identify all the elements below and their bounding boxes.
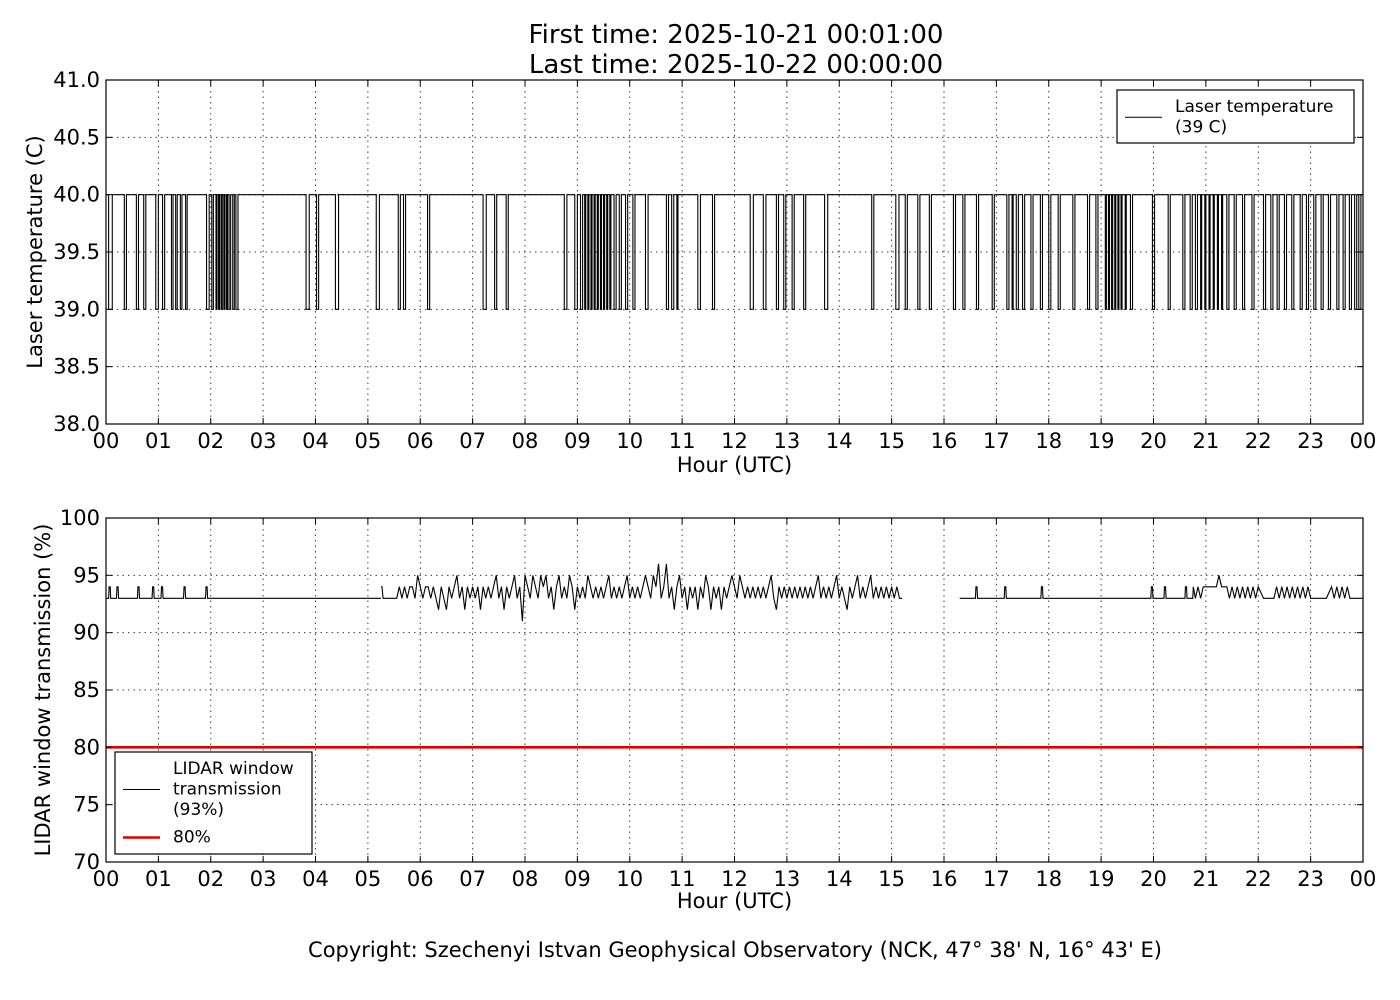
x-tick-label: 01 xyxy=(145,867,172,891)
x-tick-label: 21 xyxy=(1193,429,1220,453)
x-tick-label: 09 xyxy=(564,429,591,453)
x-tick-label: 16 xyxy=(931,867,958,891)
transmission-series-line xyxy=(106,586,381,599)
x-tick-label: 15 xyxy=(878,867,905,891)
x-tick-label: 20 xyxy=(1140,867,1167,891)
x-tick-label: 12 xyxy=(721,867,748,891)
x-tick-label: 22 xyxy=(1245,429,1272,453)
x-tick-label: 18 xyxy=(1035,429,1062,453)
laser-temperature-series-line xyxy=(106,194,1363,310)
legend-label: LIDAR window transmission (93%) xyxy=(173,759,294,820)
y-tick-label: 40.0 xyxy=(53,183,100,207)
y-tick-label: 80 xyxy=(73,735,100,759)
y-tick-label: 70 xyxy=(73,850,100,874)
y-axis-label: LIDAR window transmission (%) xyxy=(31,524,55,857)
y-tick-label: 90 xyxy=(73,621,100,645)
x-tick-label: 11 xyxy=(669,867,696,891)
x-tick-label: 19 xyxy=(1088,867,1115,891)
y-tick-label: 39.5 xyxy=(53,240,100,264)
transmission-series-line xyxy=(959,575,1363,599)
x-axis-label: Hour (UTC) xyxy=(677,889,792,913)
legend: Laser temperature (39 C) xyxy=(1116,89,1355,144)
x-tick-label: 16 xyxy=(931,429,958,453)
x-tick-label: 04 xyxy=(302,867,329,891)
y-tick-label: 95 xyxy=(73,563,100,587)
x-tick-label: 21 xyxy=(1193,867,1220,891)
legend: LIDAR window transmission (93%) 80% xyxy=(114,751,313,855)
x-tick-label: 17 xyxy=(983,867,1010,891)
x-tick-label: 04 xyxy=(302,429,329,453)
x-tick-label: 03 xyxy=(250,429,277,453)
x-tick-label: 20 xyxy=(1140,429,1167,453)
y-tick-label: 85 xyxy=(73,678,100,702)
x-tick-label: 10 xyxy=(616,429,643,453)
legend-box xyxy=(1116,89,1355,144)
x-tick-label: 19 xyxy=(1088,429,1115,453)
x-tick-label: 09 xyxy=(564,867,591,891)
x-tick-label: 03 xyxy=(250,867,277,891)
lidar-transmission-panel: 00 01 02 03 04 05 06 07 08 09 10 11 12 13 14 15 16 17 18 19… xyxy=(31,506,1376,913)
x-tick-label: 06 xyxy=(407,867,434,891)
y-axis-label: Laser temperature (C) xyxy=(23,135,47,368)
transmission-series-line xyxy=(380,563,903,622)
y-tick-label: 40.5 xyxy=(53,125,100,149)
x-tick-label: 13 xyxy=(774,867,801,891)
x-tick-label: 14 xyxy=(826,429,853,453)
y-tick-label: 75 xyxy=(73,793,100,817)
chart-title-line-2: Last time: 2025-10-22 00:00:00 xyxy=(529,50,943,80)
x-tick-label: 17 xyxy=(983,429,1010,453)
x-tick-label: 22 xyxy=(1245,867,1272,891)
legend-label: 80% xyxy=(173,828,211,848)
chart-title-line-1: First time: 2025-10-21 00:01:00 xyxy=(529,20,944,50)
x-tick-label: 18 xyxy=(1035,867,1062,891)
y-tick-label: 100 xyxy=(60,506,100,530)
x-tick-label: 02 xyxy=(197,429,224,453)
x-tick-label: 11 xyxy=(669,429,696,453)
x-tick-label: 23 xyxy=(1297,867,1324,891)
x-tick-label: 10 xyxy=(616,867,643,891)
y-tick-label: 38.0 xyxy=(53,412,100,436)
y-tick-label: 38.5 xyxy=(53,355,100,379)
x-tick-label: 08 xyxy=(512,867,539,891)
y-tick-label: 39.0 xyxy=(53,297,100,321)
y-tick-label: 41.0 xyxy=(53,68,100,92)
laser-temperature-panel: 00 01 02 03 04 05 06 07 08 09 10 11 12 13 14 15 16 17 18 19… xyxy=(23,68,1376,477)
x-tick-label: 00 xyxy=(1350,429,1377,453)
x-tick-label: 07 xyxy=(459,429,486,453)
x-tick-label: 05 xyxy=(355,867,382,891)
x-tick-label: 02 xyxy=(197,867,224,891)
x-tick-label: 00 xyxy=(93,867,120,891)
copyright-text: Copyright: Szechenyi Istvan Geophysical … xyxy=(308,938,1162,962)
x-tick-label: 01 xyxy=(145,429,172,453)
x-tick-label: 08 xyxy=(512,429,539,453)
legend-label: Laser temperature (39 C) xyxy=(1175,97,1333,138)
x-tick-label: 13 xyxy=(774,429,801,453)
x-tick-label: 15 xyxy=(878,429,905,453)
x-tick-label: 23 xyxy=(1297,429,1324,453)
x-tick-label: 14 xyxy=(826,867,853,891)
x-axis-label: Hour (UTC) xyxy=(677,453,792,477)
x-tick-label: 05 xyxy=(355,429,382,453)
x-tick-label: 07 xyxy=(459,867,486,891)
x-tick-label: 06 xyxy=(407,429,434,453)
x-tick-label: 00 xyxy=(1350,867,1377,891)
x-tick-label: 12 xyxy=(721,429,748,453)
x-tick-label: 00 xyxy=(93,429,120,453)
